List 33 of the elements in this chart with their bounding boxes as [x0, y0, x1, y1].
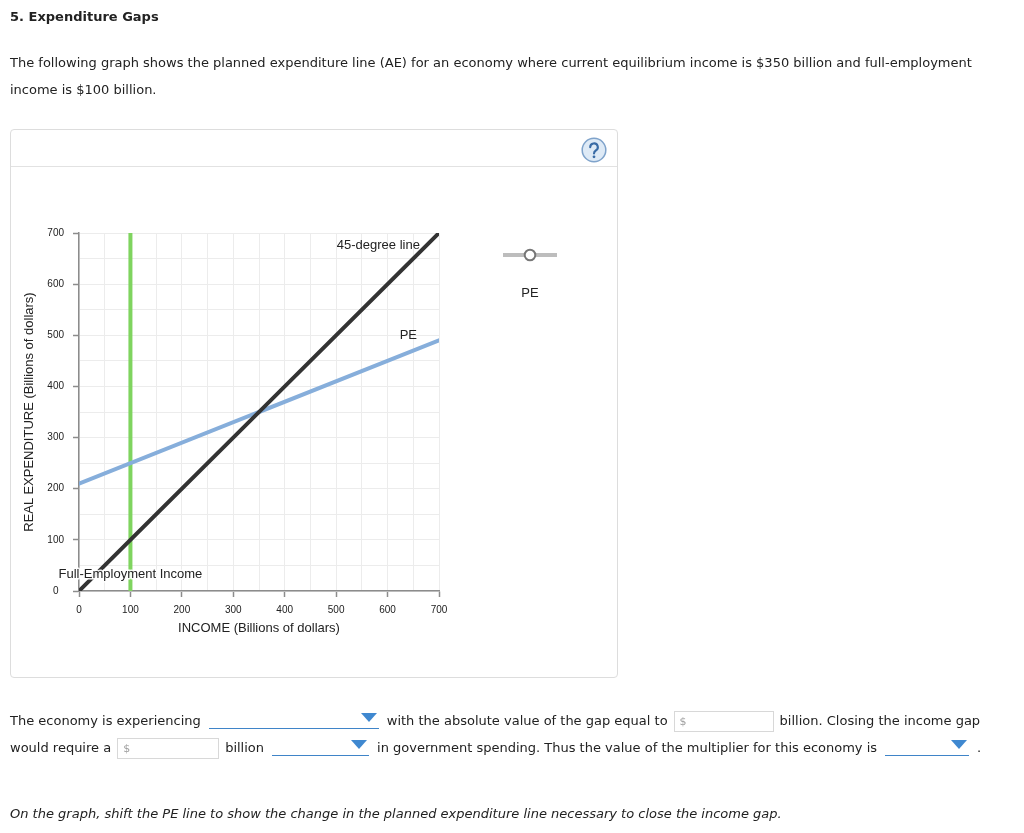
x-tick-label: 600 — [379, 603, 397, 615]
x-tick-label: 200 — [173, 603, 191, 615]
text: On the graph, shift the PE line to show the change in the planned expenditure line necessary to close the income gap. — [10, 806, 782, 821]
y-tick-label: 500 — [47, 329, 65, 341]
y-tick-label: 700 — [47, 226, 65, 238]
series-label: 45-degree line — [336, 237, 420, 252]
text: in government spending. Thus the value of the multiplier for this economy is — [377, 740, 878, 755]
x-tick-label: 100 — [122, 603, 140, 615]
text: billion — [225, 740, 265, 755]
chart-title: 5. Expenditure Gaps — [10, 8, 159, 26]
x-tick-label: 500 — [327, 603, 345, 615]
y-tick-label: 100 — [47, 533, 65, 545]
text: PE — [520, 285, 540, 301]
text: would require a — [10, 740, 112, 755]
x-axis-title: INCOME (Billions of dollars) — [178, 619, 340, 635]
text: . — [977, 740, 982, 755]
y-tick-label: 0 — [52, 584, 59, 596]
text: The following graph shows the planned expenditure line (AE) for an economy where current equilibrium income is $350 billion and full-employment income is $100 billion. — [10, 54, 973, 99]
x-tick-label: 300 — [224, 603, 243, 615]
y-tick-label: 200 — [47, 482, 65, 494]
text: The economy is experiencing — [10, 713, 201, 728]
text-field: $ — [117, 738, 220, 759]
y-axis-title: REAL EXPENDITURE (Billions of dollars) — [21, 292, 37, 532]
x-tick-label: 400 — [276, 603, 294, 615]
text-field: $ — [673, 711, 774, 732]
y-tick-label: 300 — [47, 431, 65, 443]
y-tick-label: 400 — [47, 380, 65, 392]
text: billion. Closing the income gap — [779, 713, 981, 728]
text: with the absolute value of the gap equal to — [386, 713, 668, 728]
y-tick-label: 600 — [47, 277, 65, 289]
series-label: PE — [399, 327, 418, 343]
x-tick-label: 700 — [430, 603, 448, 615]
x-tick-label: 0 — [76, 603, 83, 615]
